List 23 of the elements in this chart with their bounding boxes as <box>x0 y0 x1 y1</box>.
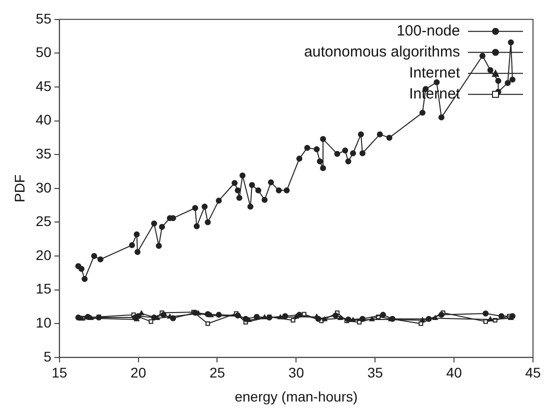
x-tick-label: 15 <box>52 364 68 381</box>
y-tick-label: 55 <box>36 10 52 26</box>
y-tick-label: 35 <box>36 145 52 162</box>
legend-label: 100-node <box>396 22 460 40</box>
x-tick-label: 35 <box>367 364 384 381</box>
x-tick-label: 20 <box>130 364 146 381</box>
y-tick-label: 30 <box>36 179 52 196</box>
y-tick-label: 5 <box>44 348 52 364</box>
x-tick-label: 30 <box>288 364 304 381</box>
y-tick-label: 25 <box>36 213 52 230</box>
legend-label: Internet <box>409 64 461 82</box>
y-tick-label: 40 <box>36 112 52 128</box>
x-tick-label: 40 <box>446 364 462 381</box>
y-axis-title: PDF <box>11 174 28 202</box>
x-tick-label: 45 <box>525 364 541 381</box>
x-axis-title: energy (man-hours) <box>234 388 358 404</box>
y-tick-label: 45 <box>36 78 52 94</box>
y-tick-label: 15 <box>36 280 52 297</box>
legend-label: autonomous algorithms <box>304 44 460 61</box>
y-tick-label: 50 <box>36 44 52 60</box>
y-tick-label: 20 <box>36 246 52 263</box>
y-tick-label: 10 <box>36 314 52 330</box>
x-tick-label: 25 <box>209 364 226 381</box>
